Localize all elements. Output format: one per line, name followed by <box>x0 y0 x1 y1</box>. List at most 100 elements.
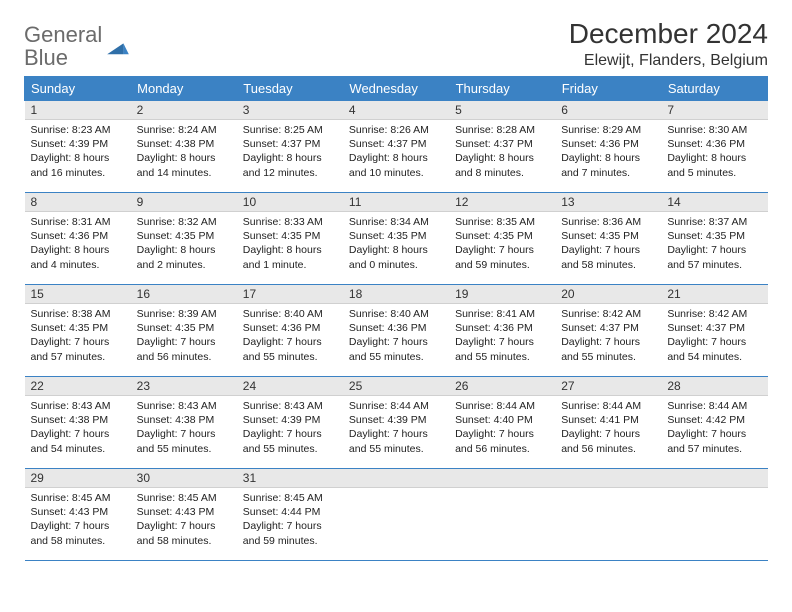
day-body: Sunrise: 8:41 AMSunset: 4:36 PMDaylight:… <box>449 304 555 368</box>
day-body: Sunrise: 8:28 AMSunset: 4:37 PMDaylight:… <box>449 120 555 184</box>
day-number: 4 <box>343 101 449 120</box>
calendar-cell: 14Sunrise: 8:37 AMSunset: 4:35 PMDayligh… <box>661 193 767 285</box>
day-body: Sunrise: 8:24 AMSunset: 4:38 PMDaylight:… <box>131 120 237 184</box>
day-number: 16 <box>131 285 237 304</box>
day-number: 31 <box>237 469 343 488</box>
logo-word1: General <box>24 22 102 47</box>
day-body: Sunrise: 8:23 AMSunset: 4:39 PMDaylight:… <box>25 120 131 184</box>
day-body: Sunrise: 8:45 AMSunset: 4:43 PMDaylight:… <box>131 488 237 552</box>
day-body: Sunrise: 8:42 AMSunset: 4:37 PMDaylight:… <box>555 304 661 368</box>
calendar-cell <box>661 469 767 561</box>
calendar-cell: 9Sunrise: 8:32 AMSunset: 4:35 PMDaylight… <box>131 193 237 285</box>
day-body: Sunrise: 8:40 AMSunset: 4:36 PMDaylight:… <box>237 304 343 368</box>
day-body: Sunrise: 8:39 AMSunset: 4:35 PMDaylight:… <box>131 304 237 368</box>
location: Elewijt, Flanders, Belgium <box>569 52 768 70</box>
day-body: Sunrise: 8:36 AMSunset: 4:35 PMDaylight:… <box>555 212 661 276</box>
calendar-cell: 24Sunrise: 8:43 AMSunset: 4:39 PMDayligh… <box>237 377 343 469</box>
month-title: December 2024 <box>569 18 768 50</box>
calendar-cell: 15Sunrise: 8:38 AMSunset: 4:35 PMDayligh… <box>25 285 131 377</box>
day-body: Sunrise: 8:30 AMSunset: 4:36 PMDaylight:… <box>661 120 767 184</box>
calendar-body: 1Sunrise: 8:23 AMSunset: 4:39 PMDaylight… <box>25 101 768 561</box>
day-number: 15 <box>25 285 131 304</box>
calendar-cell: 5Sunrise: 8:28 AMSunset: 4:37 PMDaylight… <box>449 101 555 193</box>
day-body: Sunrise: 8:44 AMSunset: 4:41 PMDaylight:… <box>555 396 661 460</box>
day-body: Sunrise: 8:44 AMSunset: 4:39 PMDaylight:… <box>343 396 449 460</box>
day-number: 20 <box>555 285 661 304</box>
weekday-header: Friday <box>555 77 661 101</box>
day-number: 21 <box>661 285 767 304</box>
calendar-cell <box>555 469 661 561</box>
calendar-cell: 7Sunrise: 8:30 AMSunset: 4:36 PMDaylight… <box>661 101 767 193</box>
calendar-row: 29Sunrise: 8:45 AMSunset: 4:43 PMDayligh… <box>25 469 768 561</box>
calendar-cell: 11Sunrise: 8:34 AMSunset: 4:35 PMDayligh… <box>343 193 449 285</box>
calendar-cell: 12Sunrise: 8:35 AMSunset: 4:35 PMDayligh… <box>449 193 555 285</box>
calendar-cell: 10Sunrise: 8:33 AMSunset: 4:35 PMDayligh… <box>237 193 343 285</box>
logo-word2: Blue <box>24 45 68 70</box>
day-body: Sunrise: 8:31 AMSunset: 4:36 PMDaylight:… <box>25 212 131 276</box>
day-body: Sunrise: 8:25 AMSunset: 4:37 PMDaylight:… <box>237 120 343 184</box>
calendar-row: 15Sunrise: 8:38 AMSunset: 4:35 PMDayligh… <box>25 285 768 377</box>
day-body: Sunrise: 8:32 AMSunset: 4:35 PMDaylight:… <box>131 212 237 276</box>
weekday-row: SundayMondayTuesdayWednesdayThursdayFrid… <box>25 77 768 101</box>
day-body: Sunrise: 8:34 AMSunset: 4:35 PMDaylight:… <box>343 212 449 276</box>
calendar-cell: 16Sunrise: 8:39 AMSunset: 4:35 PMDayligh… <box>131 285 237 377</box>
header: General Blue December 2024 Elewijt, Flan… <box>24 18 768 70</box>
calendar-cell: 31Sunrise: 8:45 AMSunset: 4:44 PMDayligh… <box>237 469 343 561</box>
day-body: Sunrise: 8:38 AMSunset: 4:35 PMDaylight:… <box>25 304 131 368</box>
day-number: 9 <box>131 193 237 212</box>
day-body: Sunrise: 8:43 AMSunset: 4:38 PMDaylight:… <box>25 396 131 460</box>
weekday-header: Monday <box>131 77 237 101</box>
day-number: 24 <box>237 377 343 396</box>
day-body: Sunrise: 8:42 AMSunset: 4:37 PMDaylight:… <box>661 304 767 368</box>
day-body: Sunrise: 8:45 AMSunset: 4:44 PMDaylight:… <box>237 488 343 552</box>
day-body: Sunrise: 8:43 AMSunset: 4:39 PMDaylight:… <box>237 396 343 460</box>
logo-triangle-icon <box>107 38 129 56</box>
day-body: Sunrise: 8:43 AMSunset: 4:38 PMDaylight:… <box>131 396 237 460</box>
day-number: 13 <box>555 193 661 212</box>
day-body: Sunrise: 8:33 AMSunset: 4:35 PMDaylight:… <box>237 212 343 276</box>
day-number: 29 <box>25 469 131 488</box>
day-number: 7 <box>661 101 767 120</box>
calendar-cell: 2Sunrise: 8:24 AMSunset: 4:38 PMDaylight… <box>131 101 237 193</box>
day-number: 30 <box>131 469 237 488</box>
day-number: 18 <box>343 285 449 304</box>
day-body: Sunrise: 8:26 AMSunset: 4:37 PMDaylight:… <box>343 120 449 184</box>
day-number: 23 <box>131 377 237 396</box>
calendar-cell: 25Sunrise: 8:44 AMSunset: 4:39 PMDayligh… <box>343 377 449 469</box>
day-number: 1 <box>25 101 131 120</box>
weekday-header: Tuesday <box>237 77 343 101</box>
day-body: Sunrise: 8:35 AMSunset: 4:35 PMDaylight:… <box>449 212 555 276</box>
title-block: December 2024 Elewijt, Flanders, Belgium <box>569 18 768 70</box>
day-body: Sunrise: 8:37 AMSunset: 4:35 PMDaylight:… <box>661 212 767 276</box>
day-number: 6 <box>555 101 661 120</box>
day-number: 17 <box>237 285 343 304</box>
calendar-row: 8Sunrise: 8:31 AMSunset: 4:36 PMDaylight… <box>25 193 768 285</box>
day-number-empty <box>449 469 555 488</box>
calendar-cell: 23Sunrise: 8:43 AMSunset: 4:38 PMDayligh… <box>131 377 237 469</box>
calendar-cell: 26Sunrise: 8:44 AMSunset: 4:40 PMDayligh… <box>449 377 555 469</box>
day-number: 3 <box>237 101 343 120</box>
weekday-header: Saturday <box>661 77 767 101</box>
day-body: Sunrise: 8:44 AMSunset: 4:42 PMDaylight:… <box>661 396 767 460</box>
weekday-header: Sunday <box>25 77 131 101</box>
calendar-cell: 18Sunrise: 8:40 AMSunset: 4:36 PMDayligh… <box>343 285 449 377</box>
day-number: 22 <box>25 377 131 396</box>
calendar-cell: 22Sunrise: 8:43 AMSunset: 4:38 PMDayligh… <box>25 377 131 469</box>
day-body: Sunrise: 8:40 AMSunset: 4:36 PMDaylight:… <box>343 304 449 368</box>
calendar-cell: 20Sunrise: 8:42 AMSunset: 4:37 PMDayligh… <box>555 285 661 377</box>
calendar-cell: 19Sunrise: 8:41 AMSunset: 4:36 PMDayligh… <box>449 285 555 377</box>
day-body: Sunrise: 8:44 AMSunset: 4:40 PMDaylight:… <box>449 396 555 460</box>
day-number-empty <box>661 469 767 488</box>
day-number: 25 <box>343 377 449 396</box>
calendar-cell: 4Sunrise: 8:26 AMSunset: 4:37 PMDaylight… <box>343 101 449 193</box>
calendar-cell: 6Sunrise: 8:29 AMSunset: 4:36 PMDaylight… <box>555 101 661 193</box>
day-body: Sunrise: 8:29 AMSunset: 4:36 PMDaylight:… <box>555 120 661 184</box>
calendar-cell: 8Sunrise: 8:31 AMSunset: 4:36 PMDaylight… <box>25 193 131 285</box>
calendar-cell: 29Sunrise: 8:45 AMSunset: 4:43 PMDayligh… <box>25 469 131 561</box>
weekday-header: Wednesday <box>343 77 449 101</box>
day-number: 11 <box>343 193 449 212</box>
day-number: 28 <box>661 377 767 396</box>
calendar-cell: 30Sunrise: 8:45 AMSunset: 4:43 PMDayligh… <box>131 469 237 561</box>
logo-text: General Blue <box>24 24 102 70</box>
day-number: 26 <box>449 377 555 396</box>
